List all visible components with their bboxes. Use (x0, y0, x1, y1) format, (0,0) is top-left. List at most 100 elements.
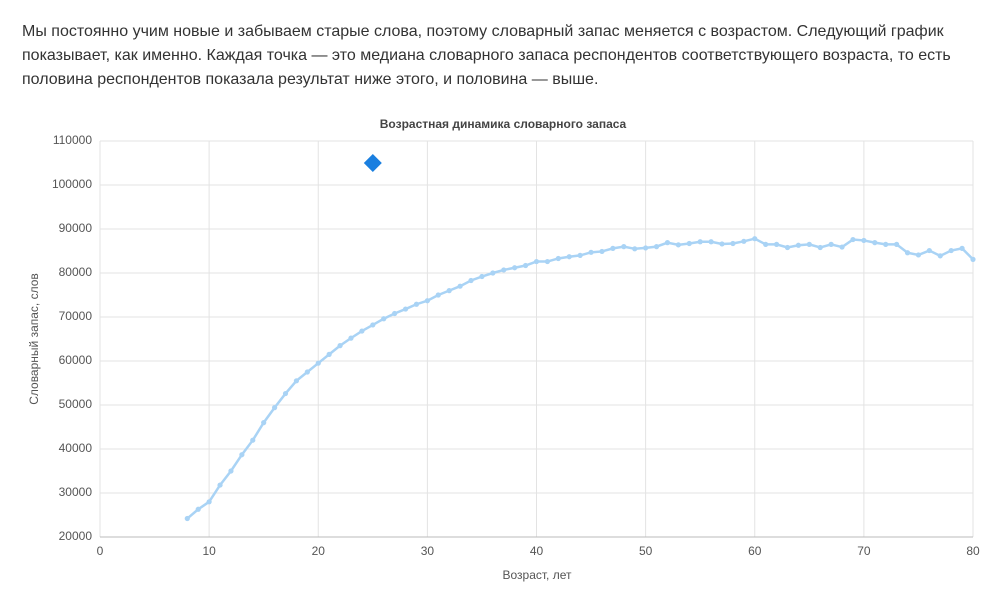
data-point (261, 420, 267, 426)
data-point (741, 238, 747, 244)
y-tick-label: 80000 (59, 265, 93, 279)
data-point (959, 245, 965, 251)
data-point (643, 245, 649, 251)
y-tick-label: 30000 (59, 485, 93, 499)
data-point (184, 515, 190, 522)
data-point (239, 452, 245, 458)
data-point (784, 244, 791, 251)
y-tick-label: 50000 (59, 397, 93, 411)
data-point (533, 258, 540, 265)
x-tick-label: 60 (748, 544, 762, 558)
data-point (381, 316, 387, 322)
x-tick-label: 80 (966, 544, 980, 558)
x-tick-label: 30 (421, 544, 435, 558)
data-point (326, 351, 332, 357)
data-point (719, 241, 725, 247)
data-point (577, 252, 583, 258)
highlight-point (363, 154, 382, 172)
data-point (599, 248, 605, 255)
x-tick-label: 50 (639, 544, 653, 558)
data-point (479, 273, 485, 280)
data-point (621, 244, 627, 250)
x-tick-label: 40 (530, 544, 544, 558)
y-tick-label: 70000 (59, 309, 93, 323)
data-point (730, 240, 736, 247)
data-point (413, 301, 420, 307)
data-point (370, 322, 376, 328)
x-tick-label: 20 (312, 544, 326, 558)
data-point (970, 256, 976, 262)
data-point (686, 240, 692, 247)
data-point (588, 249, 594, 255)
data-point (402, 306, 409, 312)
data-point (457, 283, 463, 289)
data-point (872, 240, 878, 246)
data-point (850, 236, 856, 243)
data-point (839, 244, 845, 250)
data-point (653, 244, 660, 250)
data-point (293, 378, 300, 384)
x-tick-label: 10 (202, 544, 216, 558)
data-point (228, 468, 234, 474)
y-axis-label: Словарный запас, слов (27, 273, 41, 405)
data-point (359, 328, 365, 334)
data-point (544, 258, 551, 265)
data-point (424, 298, 430, 304)
data-point (904, 250, 911, 256)
x-tick-label: 0 (97, 544, 104, 558)
y-tick-label: 110000 (53, 133, 92, 147)
data-point (282, 390, 289, 397)
data-point (272, 405, 278, 411)
data-point (446, 288, 452, 294)
data-point (763, 241, 769, 247)
data-point (304, 369, 310, 375)
data-point (315, 360, 321, 366)
data-point (501, 267, 507, 273)
intro-text: Мы постоянно учим новые и забываем стары… (22, 23, 951, 88)
data-point (948, 247, 954, 254)
data-point (806, 241, 812, 247)
data-point (675, 242, 681, 248)
data-point (708, 239, 714, 245)
chart-title: Возрастная динамика словарного запаса (380, 117, 627, 131)
data-point (348, 335, 354, 341)
x-axis-label: Возраст, лет (503, 568, 573, 582)
data-point (555, 255, 561, 262)
data-point (206, 499, 212, 505)
data-point (795, 242, 802, 248)
y-tick-label: 90000 (59, 221, 93, 235)
data-point (926, 247, 932, 254)
data-point (195, 506, 201, 512)
x-tick-label: 70 (857, 544, 871, 558)
data-point (937, 253, 943, 259)
data-point (632, 246, 638, 252)
y-tick-label: 60000 (59, 353, 93, 367)
data-point (828, 241, 834, 247)
data-line (186, 237, 974, 520)
data-point (697, 239, 703, 245)
y-tick-label: 40000 (59, 441, 93, 455)
data-point (894, 241, 900, 247)
data-point (490, 270, 496, 276)
data-point (915, 252, 922, 258)
data-point (664, 240, 671, 246)
data-point (337, 343, 343, 349)
data-point (217, 482, 223, 488)
data-point (250, 437, 256, 443)
y-tick-label: 100000 (52, 177, 92, 191)
data-point (817, 244, 823, 251)
data-point (610, 245, 616, 251)
data-point (468, 277, 474, 284)
data-point (773, 241, 780, 247)
data-point (861, 237, 867, 244)
y-tick-label: 20000 (59, 529, 93, 543)
data-point (566, 254, 572, 260)
data-point (392, 310, 398, 317)
data-point (435, 292, 441, 298)
data-point (752, 236, 758, 242)
data-point (883, 241, 889, 247)
data-point (522, 262, 529, 269)
data-point (512, 265, 518, 271)
